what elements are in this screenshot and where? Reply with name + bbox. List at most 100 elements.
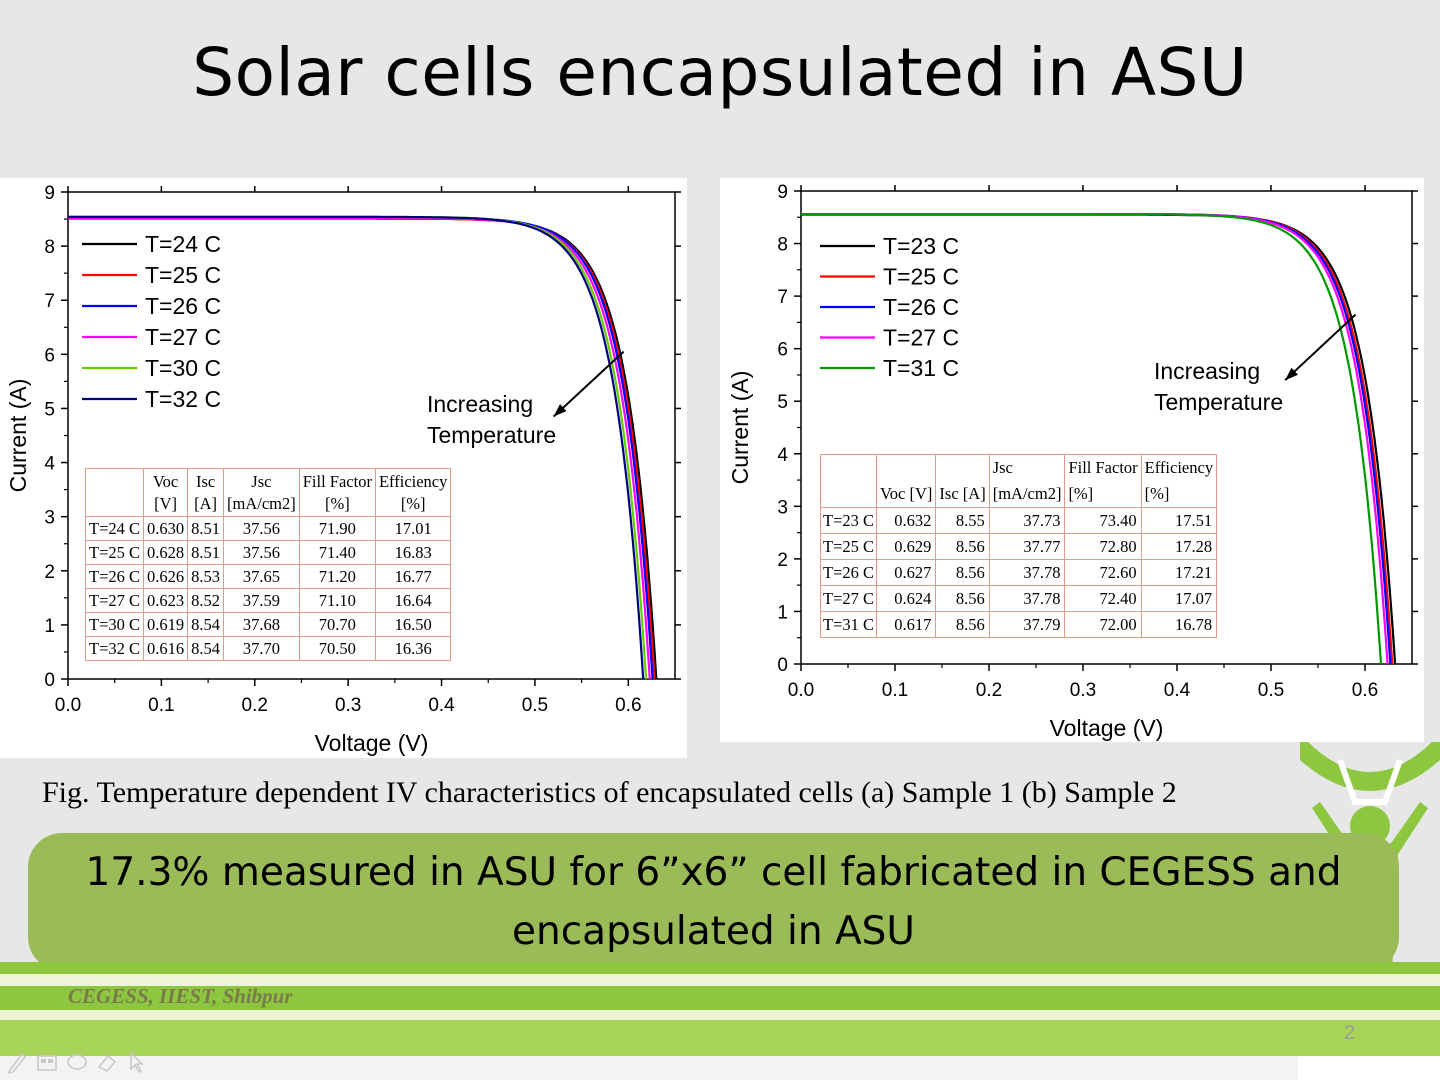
annotation-text: Temperature bbox=[427, 422, 556, 448]
table-header-line: [mA/cm2] bbox=[227, 493, 296, 513]
x-axis-label: Voltage (V) bbox=[1050, 715, 1164, 741]
x-tick-label: 0.0 bbox=[788, 680, 814, 701]
table-row: T=25 C 0.629 8.56 37.77 72.80 17.28 bbox=[819, 533, 1218, 560]
table-row: T=27 C 0.623 8.52 37.59 71.10 16.64 bbox=[84, 588, 452, 613]
table-cell: T=27 C bbox=[84, 588, 145, 613]
parameter-table-sample-2: Voc [V] Isc [A] Jsc [mA/cm2] Fill Factor [%]… bbox=[819, 454, 1218, 638]
table-header-cell: Isc [A] bbox=[187, 468, 225, 517]
x-tick-label: 0.2 bbox=[242, 695, 268, 716]
table-cell: T=31 C bbox=[819, 611, 878, 638]
legend-entry: T=25 C bbox=[883, 264, 959, 290]
table-cell: 37.78 bbox=[988, 559, 1066, 586]
table-cell: 17.21 bbox=[1140, 559, 1218, 586]
table-header-line: Efficiency bbox=[378, 471, 448, 491]
annotation-arrowhead bbox=[553, 404, 567, 417]
y-tick-label: 7 bbox=[44, 291, 55, 312]
table-cell: 0.617 bbox=[876, 611, 937, 638]
table-cell: 0.629 bbox=[876, 533, 937, 560]
annotation-arrow bbox=[1284, 313, 1357, 381]
table-header-cell: Voc [V] bbox=[876, 454, 937, 508]
iv-chart-sample-1: 0.0 0.1 0.2 0.3 0.4 0.5 0.6 0 1 2 3 4 5 6 7 8 9 Voltage (… bbox=[0, 178, 687, 758]
x-tick-label: 0.0 bbox=[55, 695, 81, 716]
iv-curve-series bbox=[68, 215, 645, 680]
table-cell: 8.51 bbox=[187, 540, 225, 565]
highlight-line-1: 17.3% measured in ASU for 6”x6” cell fab… bbox=[85, 850, 1342, 895]
eraser-icon[interactable] bbox=[96, 1050, 118, 1074]
y-tick-label: 3 bbox=[44, 508, 55, 529]
table-cell: 17.51 bbox=[1140, 507, 1218, 534]
chat-icon[interactable] bbox=[66, 1050, 88, 1074]
y-tick-label: 7 bbox=[777, 287, 788, 308]
table-cell: 17.07 bbox=[1140, 585, 1218, 612]
y-tick-label: 6 bbox=[777, 340, 788, 361]
legend-entry: T=31 C bbox=[883, 355, 959, 381]
table-header-cell: Fill Factor [%] bbox=[298, 468, 376, 517]
x-tick-label: 0.1 bbox=[882, 680, 908, 701]
table-cell: 0.627 bbox=[876, 559, 937, 586]
table-cell: 0.632 bbox=[876, 507, 937, 534]
y-tick-label: 0 bbox=[44, 670, 55, 691]
table-header-line: Jsc bbox=[992, 458, 1013, 477]
parameter-table-sample-1: Voc [V] Isc [A] Jsc [mA/cm2] Fill Factor [%] Eff… bbox=[84, 468, 452, 661]
table-row: T=30 C 0.619 8.54 37.68 70.70 16.50 bbox=[84, 612, 452, 637]
pen-icon[interactable] bbox=[6, 1050, 28, 1075]
table-header-line: [%] bbox=[324, 493, 350, 513]
table-cell: 8.56 bbox=[935, 559, 990, 586]
slides-icon[interactable] bbox=[36, 1050, 58, 1074]
x-axis-label: Voltage (V) bbox=[315, 730, 429, 756]
table-header-cell: Efficiency [%] bbox=[374, 468, 452, 517]
pointer-icon[interactable] bbox=[126, 1050, 148, 1074]
table-header-line: Fill Factor bbox=[1068, 458, 1138, 477]
table-cell: 37.59 bbox=[223, 588, 300, 613]
table-row: T=23 C 0.632 8.55 37.73 73.40 17.51 bbox=[819, 507, 1218, 534]
table-header-line bbox=[89, 471, 140, 493]
table-cell: 8.55 bbox=[935, 507, 990, 534]
table-cell: 0.616 bbox=[143, 636, 189, 661]
table-header-cell: Fill Factor [%] bbox=[1064, 454, 1142, 508]
y-axis-label: Current (A) bbox=[727, 371, 753, 485]
table-header-line: Fill Factor bbox=[302, 471, 372, 491]
table-cell: 70.50 bbox=[298, 636, 376, 661]
y-tick-label: 8 bbox=[777, 235, 788, 256]
x-tick-label: 0.4 bbox=[428, 695, 455, 716]
table-cell: 37.77 bbox=[988, 533, 1066, 560]
y-tick-label: 4 bbox=[777, 445, 788, 466]
legend-entry: T=23 C bbox=[883, 233, 959, 259]
x-tick-label: 0.5 bbox=[522, 695, 548, 716]
table-header-cell: Jsc [mA/cm2] bbox=[988, 454, 1066, 508]
table-header-line: Isc bbox=[195, 471, 216, 491]
table-cell: 8.56 bbox=[935, 585, 990, 612]
table-cell: 0.630 bbox=[143, 516, 189, 541]
y-tick-label: 4 bbox=[44, 454, 55, 475]
y-tick-label: 3 bbox=[777, 497, 788, 518]
table-cell: 16.83 bbox=[374, 540, 452, 565]
presenter-toolbar bbox=[6, 1050, 148, 1076]
table-header-line: Voc [V] bbox=[880, 484, 933, 503]
table-row: T=31 C 0.617 8.56 37.79 72.00 16.78 bbox=[819, 611, 1218, 638]
table-cell: 37.56 bbox=[223, 540, 300, 565]
annotation-text: Temperature bbox=[1154, 389, 1283, 415]
table-header-line bbox=[939, 455, 985, 481]
footer-bands bbox=[0, 962, 1440, 1080]
table-row: T=26 C 0.627 8.56 37.78 72.60 17.21 bbox=[819, 559, 1218, 586]
table-header-line: [mA/cm2] bbox=[992, 484, 1062, 503]
table-cell: 71.10 bbox=[298, 588, 376, 613]
table-cell: 70.70 bbox=[298, 612, 376, 637]
annotation-text: Increasing bbox=[427, 391, 533, 417]
table-cell: 8.54 bbox=[187, 612, 225, 637]
table-header-line: Efficiency bbox=[1144, 458, 1214, 477]
table-cell: T=26 C bbox=[819, 559, 878, 586]
table-cell: T=32 C bbox=[84, 636, 145, 661]
table-cell: 0.624 bbox=[876, 585, 937, 612]
x-tick-label: 0.1 bbox=[148, 695, 174, 716]
table-cell: 37.56 bbox=[223, 516, 300, 541]
y-tick-label: 6 bbox=[44, 345, 55, 366]
table-header-line: [%] bbox=[1068, 484, 1094, 503]
table-row: T=25 C 0.628 8.51 37.56 71.40 16.83 bbox=[84, 540, 452, 565]
table-header-line: [%] bbox=[1144, 484, 1170, 503]
table-header-cell: Isc [A] bbox=[935, 454, 990, 508]
table-cell: 17.01 bbox=[374, 516, 452, 541]
legend-entry: T=27 C bbox=[883, 325, 959, 351]
table-cell: 0.623 bbox=[143, 588, 189, 613]
legend-entry: T=25 C bbox=[145, 262, 221, 288]
